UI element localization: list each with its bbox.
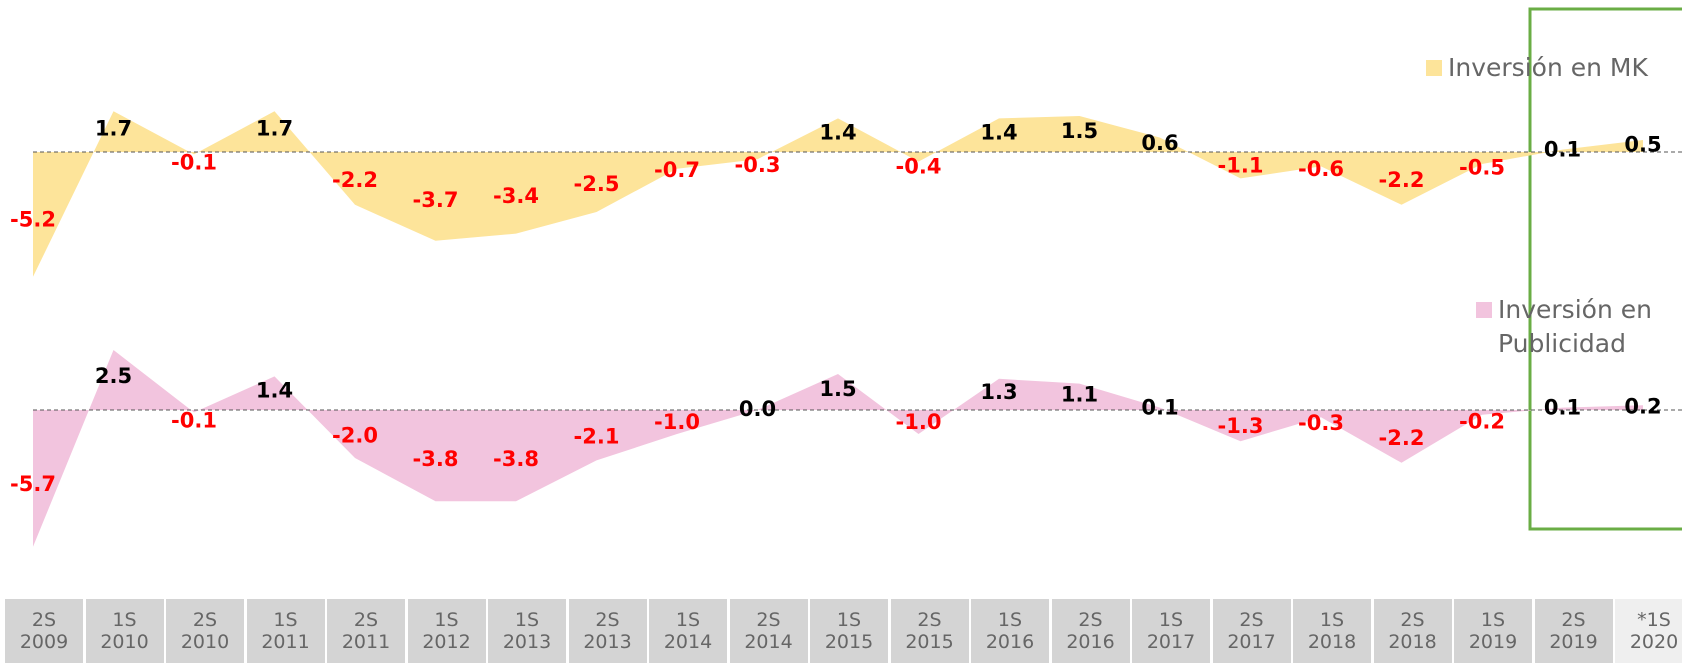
data-label: -2.1 <box>574 425 620 449</box>
data-label: -0.1 <box>171 150 217 174</box>
legend-swatch <box>1476 302 1492 318</box>
data-label: -1.0 <box>896 410 942 434</box>
x-tick-label: 2S 2009 <box>5 599 83 663</box>
data-label: 0.6 <box>1141 131 1178 155</box>
data-label: -0.7 <box>654 158 700 182</box>
data-label: -0.3 <box>735 153 781 177</box>
area <box>33 111 1643 277</box>
data-label: 0.1 <box>1544 138 1581 162</box>
data-label: -0.1 <box>171 408 217 432</box>
data-label: 1.4 <box>819 121 856 145</box>
data-label: -3.7 <box>413 188 459 212</box>
x-tick-label: 1S 2013 <box>488 599 566 663</box>
data-label: -2.2 <box>1379 426 1425 450</box>
data-label: -3.4 <box>493 184 539 208</box>
legend-label: Inversión en Publicidad <box>1498 295 1652 358</box>
x-tick-label: 1S 2016 <box>971 599 1049 663</box>
data-label: 0.0 <box>739 397 776 421</box>
x-tick-label: 2S 2014 <box>729 599 808 663</box>
data-label: 2.5 <box>95 364 132 388</box>
legend-item: Inversión en MK <box>1426 51 1682 85</box>
x-tick-label: 1S 2014 <box>649 599 727 663</box>
data-label: 1.4 <box>980 121 1017 145</box>
legend-item: Inversión en Publicidad <box>1476 293 1676 361</box>
x-tick-label: 1S 2017 <box>1132 599 1210 663</box>
x-tick-label: 2S 2017 <box>1212 599 1291 663</box>
data-label: -1.0 <box>654 410 700 434</box>
legend-swatch <box>1426 60 1442 76</box>
data-label: -2.5 <box>574 172 620 196</box>
data-label: 0.5 <box>1624 132 1661 156</box>
data-label: 1.1 <box>1061 382 1098 406</box>
x-tick-label: 2S 2010 <box>166 599 244 663</box>
x-tick-label: 2S 2018 <box>1373 599 1452 663</box>
data-label: 0.1 <box>1544 396 1581 420</box>
data-label: -3.8 <box>493 447 539 471</box>
data-label: -3.8 <box>413 447 459 471</box>
data-label: 0.1 <box>1141 396 1178 420</box>
x-tick-label: 1S 2018 <box>1293 599 1371 663</box>
data-label: 0.2 <box>1624 394 1661 418</box>
data-label: -5.2 <box>10 208 56 232</box>
x-tick-label: 2S 2011 <box>327 599 405 663</box>
data-label: 1.3 <box>980 380 1017 404</box>
x-tick-label: 2S 2013 <box>568 599 647 663</box>
data-label: 1.7 <box>256 117 293 141</box>
data-label: -0.3 <box>1298 411 1344 435</box>
x-tick-label: *1S 2020 <box>1615 599 1682 663</box>
data-label: -0.5 <box>1459 156 1505 180</box>
x-tick-label: 1S 2019 <box>1454 599 1532 663</box>
legend-label: Inversión en MK <box>1448 53 1648 82</box>
data-label: -1.1 <box>1218 154 1264 178</box>
x-tick-label: 1S 2015 <box>810 599 888 663</box>
data-label: -2.0 <box>332 423 378 447</box>
data-label: -2.2 <box>1379 168 1425 192</box>
highlight-box <box>1528 7 1682 531</box>
x-tick-label: 2S 2016 <box>1051 599 1130 663</box>
x-tick-label: 2S 2019 <box>1534 599 1613 663</box>
data-label: -0.2 <box>1459 410 1505 434</box>
data-label: -2.2 <box>332 168 378 192</box>
data-label: -1.3 <box>1218 414 1264 438</box>
x-tick-label: 1S 2011 <box>246 599 325 663</box>
data-label: -0.4 <box>896 154 942 178</box>
x-tick-label: 1S 2010 <box>85 599 164 663</box>
data-label: 1.7 <box>95 117 132 141</box>
data-label: 1.5 <box>1061 119 1098 143</box>
data-label: -5.7 <box>10 472 56 496</box>
x-tick-label: 2S 2015 <box>890 599 969 663</box>
x-tick-label: 1S 2012 <box>407 599 486 663</box>
data-label: 1.5 <box>819 377 856 401</box>
data-label: 1.4 <box>256 379 293 403</box>
area <box>33 350 1643 547</box>
data-label: -0.6 <box>1298 157 1344 181</box>
